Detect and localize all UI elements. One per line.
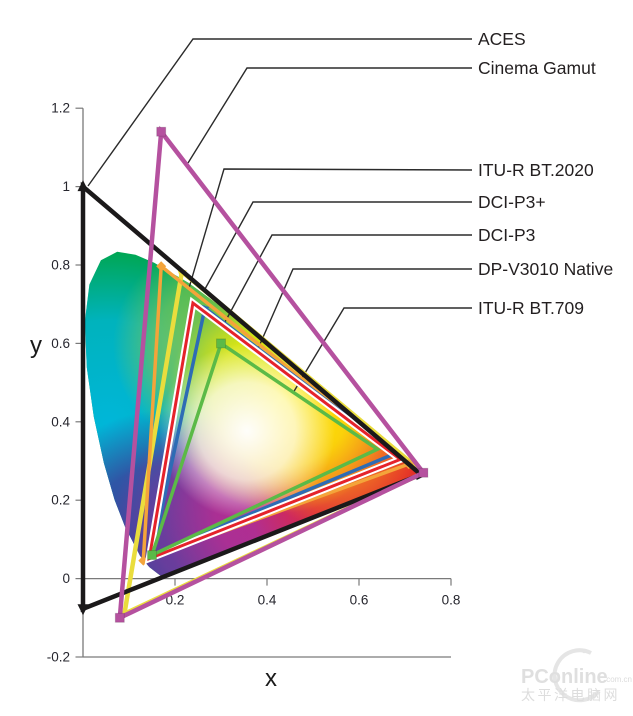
- gamut-triangles: [77, 125, 429, 623]
- gamut-outline-itu-r-bt-2020: [141, 262, 413, 564]
- vertex-marker-itu-r-bt-709: [216, 338, 226, 349]
- leader-line-itu-r-bt-709: [292, 307, 472, 394]
- vertex-marker-cinema-gamut: [418, 467, 429, 478]
- leader-line-cinema-gamut: [187, 67, 472, 164]
- watermark-brand: PConline: [521, 666, 608, 688]
- leader-line-aces: [87, 38, 472, 187]
- watermark-swirl-icon: [552, 648, 601, 703]
- vertex-marker-aces: [77, 604, 89, 616]
- gamut-outline-cinema-gamut: [117, 125, 427, 622]
- watermark-swirl-dot: [581, 648, 587, 654]
- gamut-cinema-gamut: [114, 125, 429, 623]
- y-tick-label: 0.2: [51, 493, 70, 508]
- gamut-label-aces: ACES: [478, 29, 526, 49]
- leader-line-dp-v3010-native: [256, 268, 472, 352]
- x-axis-title: x: [265, 665, 277, 692]
- y-tick-label: 1: [62, 179, 70, 194]
- x-tick-label: 0.8: [442, 593, 461, 608]
- gamut-label-cinema-gamut: Cinema Gamut: [478, 58, 596, 78]
- gamut-dp-v3010-native: [144, 296, 408, 565]
- gamut-label-dci-p3: DCI-P3+: [478, 192, 546, 212]
- leader-lines: [87, 38, 473, 394]
- y-axis-title: y: [30, 332, 42, 359]
- gamut-outline-aces: [80, 181, 426, 613]
- gamut-outline-dp-v3010-native: [147, 300, 404, 561]
- vertex-marker-aces: [77, 180, 89, 192]
- vertex-marker-cinema-gamut: [156, 126, 167, 137]
- gamut-label-dci-p3: DCI-P3: [478, 225, 535, 245]
- y-tick-label: 0: [62, 571, 70, 586]
- y-tick-label: 0.8: [51, 258, 70, 273]
- x-tick-label: 0.4: [258, 593, 277, 608]
- gamut-label-itu-r-bt-709: ITU-R BT.709: [478, 298, 584, 318]
- y-tick-label: 0.6: [51, 336, 70, 351]
- watermark-suffix: .com.cn: [604, 675, 632, 684]
- y-tick-label: 1.2: [51, 101, 70, 116]
- gamut-label-dp-v3010-native: DP-V3010 Native: [478, 259, 613, 279]
- y-tick-label: -0.2: [47, 650, 70, 665]
- gamut-labels: ACES Cinema Gamut ITU-R BT.2020 DCI-P3+ DCI-…: [478, 29, 613, 318]
- gamut-label-itu-r-bt-2020: ITU-R BT.2020: [478, 160, 594, 180]
- leader-line-itu-r-bt-2020: [188, 168, 473, 289]
- leader-line-dci-p3: [204, 201, 472, 290]
- x-tick-label: 0.2: [166, 593, 185, 608]
- leader-line-dci-p3: [224, 234, 472, 323]
- x-tick-label: 0.6: [350, 593, 369, 608]
- gamut-outline-itu-r-bt-709: [149, 340, 381, 559]
- watermark: PConline .com.cn 太平洋电脑网: [521, 648, 632, 703]
- gamut-itu-r-bt-709: [147, 338, 381, 561]
- vertex-marker-itu-r-bt-709: [147, 550, 157, 561]
- vertex-marker-cinema-gamut: [114, 612, 125, 623]
- y-tick-label: 0.4: [51, 414, 70, 429]
- watermark-cjk: 太平洋电脑网: [521, 687, 620, 703]
- vertex-marker-itu-r-bt-2020: [156, 261, 167, 272]
